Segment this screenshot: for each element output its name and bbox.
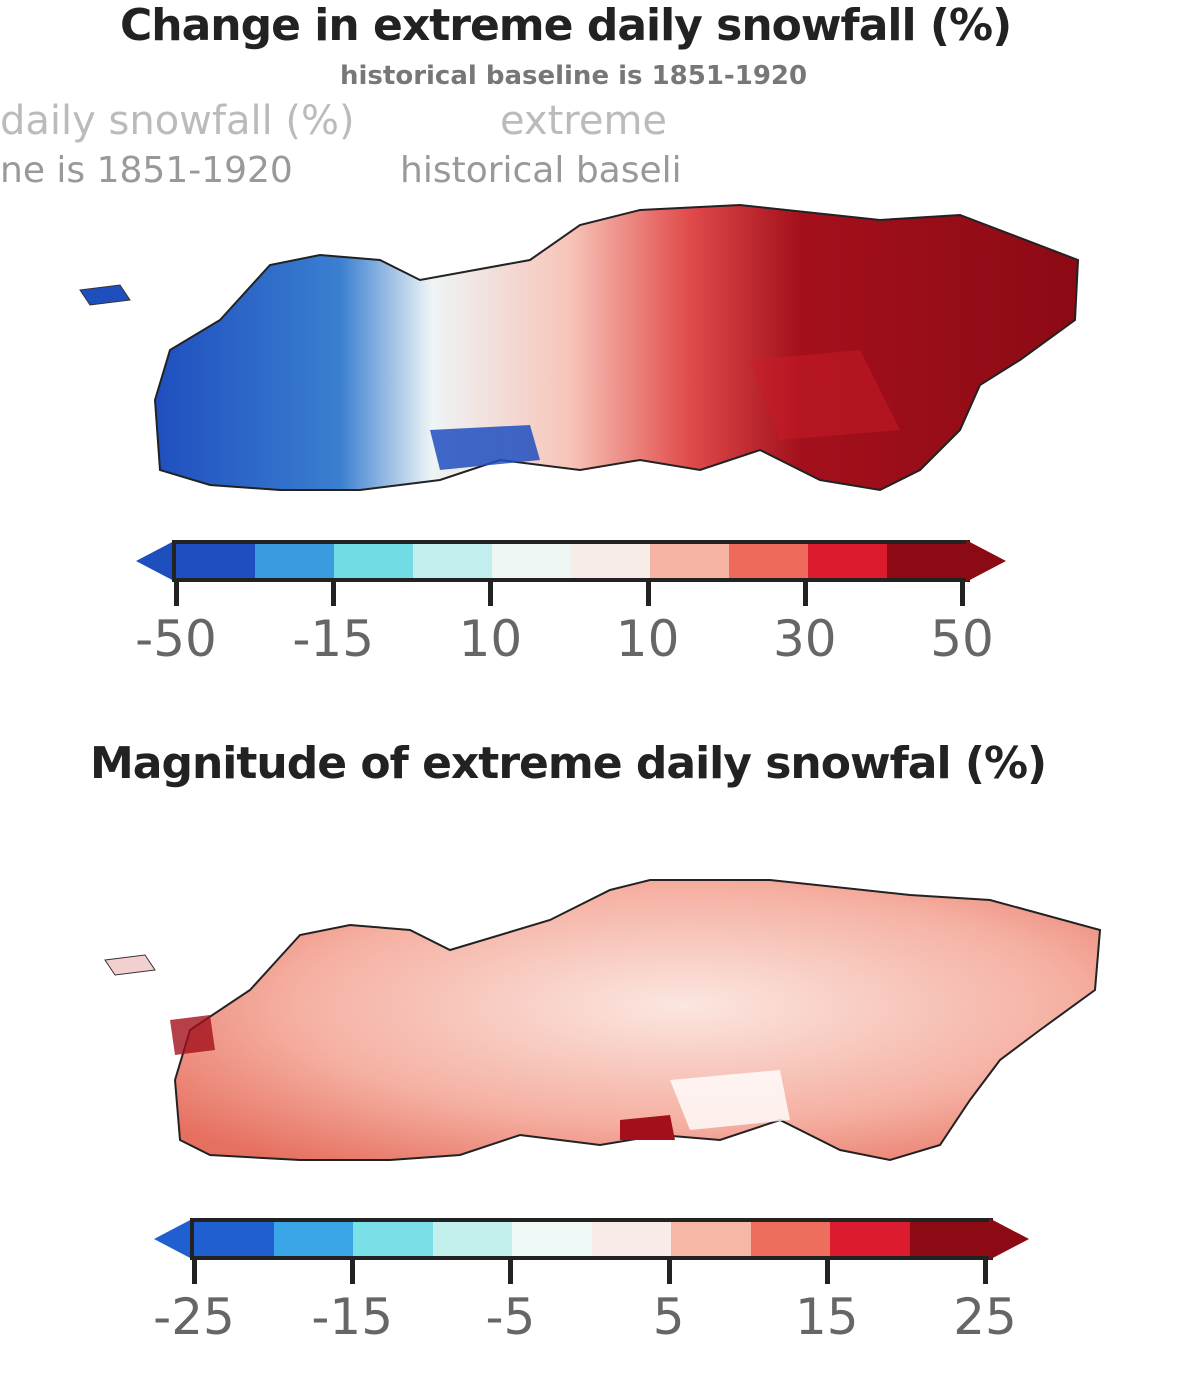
colorbar-segment: [492, 544, 571, 578]
map2-eurasia-map: [104, 879, 1102, 1162]
colorbar-segment: [887, 544, 966, 578]
map1-eurasia-map: [79, 203, 1080, 492]
colorbar-tick-label: 5: [652, 1288, 685, 1346]
colorbar-segment: [650, 544, 729, 578]
colorbar-segment: [413, 544, 492, 578]
colorbar2-max-arrow: [989, 1218, 1029, 1260]
high-change-region: [170, 1015, 215, 1055]
colorbar-segment: [729, 544, 808, 578]
map1-colorbar: [172, 540, 970, 582]
high-change-region: [620, 1115, 675, 1140]
colorbar-tick-label: 50: [930, 610, 994, 668]
low-change-region: [670, 1070, 790, 1130]
colorbar-segment: [671, 1222, 751, 1256]
colorbar-segment: [808, 544, 887, 578]
colorbar-tick: [331, 582, 337, 606]
colorbar-tick: [192, 1260, 197, 1284]
colorbar-segment: [353, 1222, 433, 1256]
colorbar-segment: [591, 1222, 671, 1256]
colorbar-segment: [750, 1222, 830, 1256]
colorbar-segment: [334, 544, 413, 578]
colorbar-tick-label: 15: [794, 1288, 859, 1346]
colorbar-tick-label: -25: [153, 1288, 235, 1346]
iceland: [79, 284, 131, 306]
map2-title: Magnitude of extreme daily snowfal (%): [90, 738, 1047, 789]
colorbar-tick-label: 10: [615, 610, 680, 668]
colorbar-tick-label: 30: [772, 610, 837, 668]
map1-title: Change in extreme daily snowfall (%): [120, 0, 1012, 51]
east-asia-red-region: [750, 350, 900, 440]
ghost-text: extreme: [500, 98, 668, 144]
colorbar-tick: [508, 1260, 514, 1284]
ghost-text: historical baseli: [400, 150, 682, 191]
ghost-text: daily snowfall (%): [0, 98, 355, 144]
colorbar-tick: [802, 582, 808, 606]
colorbar-segment: [255, 544, 334, 578]
colorbar-segment: [176, 544, 255, 578]
central-asia-blue-region: [430, 425, 540, 470]
colorbar-tick: [488, 582, 494, 606]
colorbar1-max-arrow: [966, 540, 1006, 582]
colorbar-tick: [824, 1260, 830, 1284]
colorbar-segment: [909, 1222, 989, 1256]
colorbar-segment: [512, 1222, 592, 1256]
colorbar-tick: [174, 582, 179, 606]
colorbar-tick: [666, 1260, 672, 1284]
ghost-text: ne is 1851-1920: [0, 150, 293, 191]
colorbar-segment: [194, 1222, 274, 1256]
iceland: [104, 954, 156, 976]
colorbar-tick-label: -15: [292, 610, 375, 668]
colorbar-tick-label: 25: [953, 1288, 1017, 1346]
colorbar-tick: [983, 1260, 988, 1284]
colorbar-tick-label: 10: [458, 610, 523, 668]
colorbar-tick: [960, 582, 965, 606]
map2-colorbar: [190, 1218, 993, 1260]
colorbar1-min-arrow: [136, 540, 176, 582]
eurasia-landmass: [153, 203, 1080, 492]
colorbar-tick: [645, 582, 651, 606]
colorbar-tick-label: -5: [485, 1288, 536, 1346]
colorbar-segment: [273, 1222, 353, 1256]
map1-subtitle: historical baseline is 1851-1920: [340, 61, 808, 91]
colorbar-segment: [571, 544, 650, 578]
colorbar-segment: [432, 1222, 512, 1256]
colorbar-segment: [830, 1222, 910, 1256]
colorbar-tick-label: -15: [311, 1288, 394, 1346]
eurasia-landmass: [173, 879, 1102, 1162]
colorbar-tick: [350, 1260, 356, 1284]
colorbar-tick-label: -50: [135, 610, 217, 668]
colorbar2-min-arrow: [154, 1218, 194, 1260]
